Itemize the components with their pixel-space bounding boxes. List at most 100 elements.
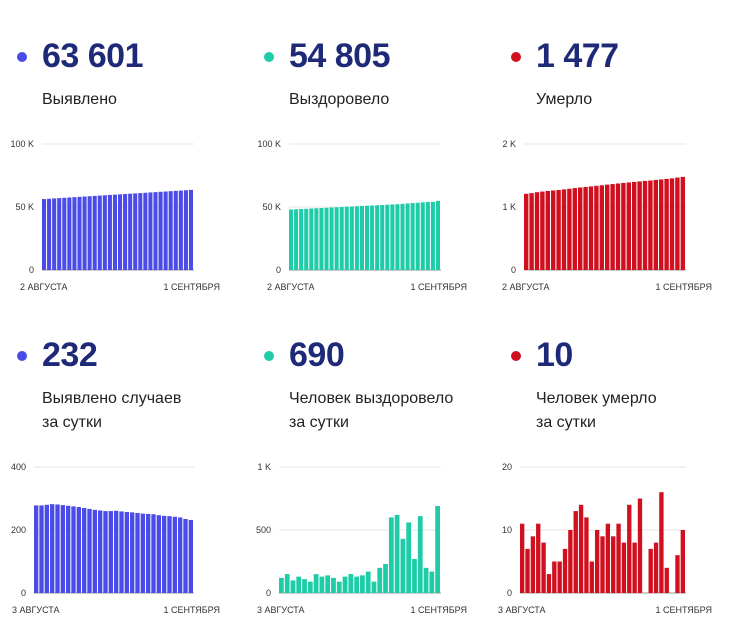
- y-tick-label: 50 K: [262, 202, 281, 212]
- bar: [313, 574, 319, 593]
- bar: [406, 522, 412, 593]
- y-tick-label: 0: [276, 265, 281, 275]
- bar: [423, 567, 429, 593]
- bar: [112, 194, 117, 270]
- bar: [55, 504, 60, 593]
- bar: [119, 511, 124, 593]
- bar: [530, 536, 536, 593]
- bar: [130, 512, 135, 593]
- bar: [417, 516, 423, 593]
- card-recovered-daily: 690 Человек выздоровело за сутки: [262, 336, 492, 637]
- bar: [390, 204, 395, 270]
- x-tick-label: 1 СЕНТЯБРЯ: [410, 605, 467, 615]
- bar: [664, 178, 669, 270]
- bar: [680, 530, 685, 593]
- bar: [425, 201, 430, 270]
- bar: [556, 189, 561, 270]
- bar: [168, 191, 173, 270]
- bar: [178, 517, 183, 593]
- bar: [47, 198, 52, 270]
- bar: [279, 577, 284, 593]
- bar: [435, 200, 440, 270]
- bar: [348, 574, 354, 593]
- y-tick-label: 200: [11, 525, 26, 535]
- bar: [336, 581, 342, 593]
- bar: [77, 196, 82, 270]
- bar: [578, 187, 583, 270]
- bar: [290, 580, 296, 593]
- chart-detected-cumulative: 0 50 K 100 K 2 АВГУСТА 1 СЕНТЯБРЯ: [10, 139, 220, 292]
- bar: [183, 190, 188, 270]
- bar: [307, 581, 313, 593]
- bar: [57, 198, 62, 270]
- bar: [675, 555, 680, 593]
- recovered-daily-value: 690: [289, 336, 345, 374]
- bar: [552, 561, 557, 593]
- bar: [329, 207, 334, 270]
- bar: [610, 184, 615, 270]
- bar: [325, 575, 331, 593]
- bar: [365, 205, 370, 270]
- bar: [76, 507, 81, 593]
- bar: [314, 208, 319, 270]
- detected-total-label: Выявлено: [42, 91, 117, 108]
- chart-detected-daily: 0 200 400 3 АВГУСТА 1 СЕНТЯБРЯ: [11, 462, 220, 615]
- recovered-dot-icon: [264, 52, 274, 62]
- bar: [44, 504, 49, 593]
- bar: [621, 182, 626, 270]
- bar: [354, 206, 359, 270]
- x-tick-label: 1 СЕНТЯБРЯ: [163, 282, 220, 292]
- bar: [151, 514, 156, 593]
- bar: [133, 193, 138, 270]
- bar: [572, 188, 577, 270]
- bar: [360, 575, 365, 593]
- bar: [92, 509, 97, 593]
- died-daily-value: 10: [536, 336, 573, 374]
- bar: [588, 186, 594, 270]
- bar: [520, 523, 525, 593]
- bar: [415, 202, 420, 270]
- bar: [529, 193, 534, 270]
- bar: [342, 576, 348, 593]
- recovered-daily-label-line1: Человек выздоровело: [289, 390, 454, 407]
- bar: [108, 511, 113, 593]
- bar: [118, 194, 123, 270]
- bar: [319, 576, 325, 593]
- bar: [289, 209, 294, 270]
- detected-daily-dot-icon: [17, 351, 27, 361]
- bar: [34, 505, 39, 593]
- bar: [653, 179, 658, 270]
- detected-daily-label-line2: за сутки: [42, 414, 102, 431]
- y-tick-label: 20: [502, 462, 512, 472]
- bar: [102, 195, 107, 270]
- bar: [302, 579, 307, 593]
- bar: [67, 197, 72, 270]
- bar: [135, 512, 140, 593]
- bar: [60, 505, 65, 593]
- bar: [349, 206, 354, 270]
- bar: [66, 505, 71, 593]
- x-tick-label: 2 АВГУСТА: [267, 282, 315, 292]
- bar: [400, 538, 406, 593]
- bar: [594, 530, 600, 593]
- bar: [525, 548, 530, 593]
- y-tick-label: 0: [511, 265, 516, 275]
- died-dot-icon: [511, 52, 521, 62]
- died-total-value: 1 477: [536, 37, 619, 75]
- bar: [107, 194, 112, 270]
- bar: [420, 202, 425, 270]
- y-tick-label: 1 K: [502, 202, 516, 212]
- bar: [72, 197, 77, 270]
- bar: [334, 207, 339, 270]
- bar: [167, 516, 172, 593]
- bar: [42, 199, 47, 270]
- bar: [600, 536, 605, 593]
- bar: [551, 190, 556, 270]
- bar: [87, 196, 92, 270]
- card-died-daily: 10 Человек умерло за сутки: [509, 336, 733, 637]
- x-tick-label: 1 СЕНТЯБРЯ: [655, 282, 712, 292]
- bar: [162, 515, 167, 593]
- bar: [153, 192, 158, 270]
- bar: [92, 195, 97, 270]
- bar: [359, 205, 364, 270]
